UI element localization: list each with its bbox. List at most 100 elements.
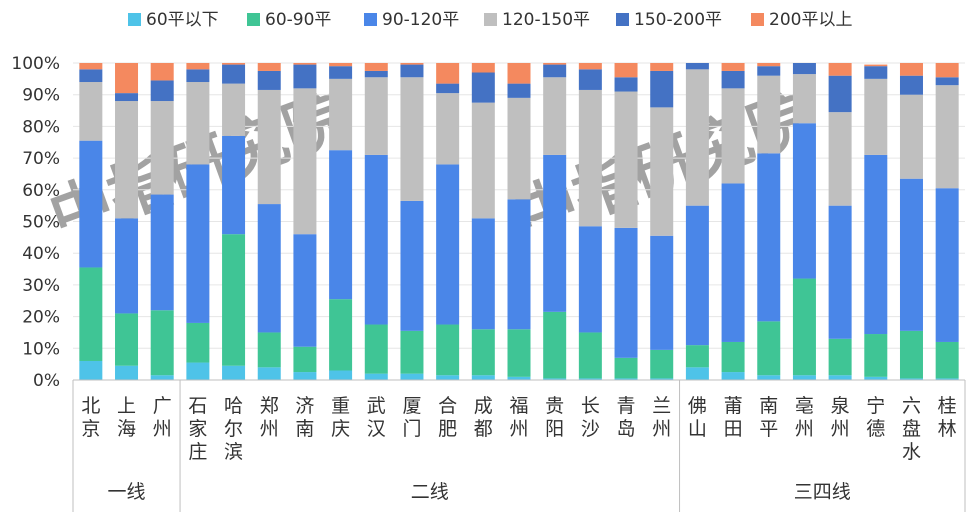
bar-segment xyxy=(650,63,674,71)
y-tick-label: 80% xyxy=(22,117,60,137)
x-tick-label: 广州 xyxy=(153,395,172,440)
bar-segment xyxy=(293,64,317,89)
bar-segment xyxy=(293,346,317,373)
bars xyxy=(79,63,959,380)
bar-segment xyxy=(79,360,103,380)
bar-segment xyxy=(792,63,816,75)
bar-segment xyxy=(222,63,246,65)
bar-segment xyxy=(507,83,531,98)
bar-segment xyxy=(721,63,745,71)
bar-segment xyxy=(115,101,139,219)
bar-segment xyxy=(364,77,388,155)
legend-label: 120-150平 xyxy=(502,10,590,30)
bar-segment xyxy=(115,93,139,102)
x-tick-label: 桂林 xyxy=(938,395,957,440)
bar-segment xyxy=(222,83,246,136)
bar-segment xyxy=(222,365,246,380)
bar-segment xyxy=(792,375,816,380)
bar-segment xyxy=(685,69,709,206)
bar-segment xyxy=(79,140,103,268)
group-label: 一线 xyxy=(108,481,146,503)
legend: 60平以下 60-90平 90-120平 120-150平 150-200平 200平以上 xyxy=(128,10,852,30)
bar-segment xyxy=(685,345,709,368)
x-tick-label: 上海 xyxy=(117,395,136,440)
legend-swatch xyxy=(616,13,629,26)
bar-segment xyxy=(899,178,923,331)
bar-segment xyxy=(614,77,638,92)
bar-segment xyxy=(721,88,745,184)
bar-segment xyxy=(828,112,852,206)
bar-segment xyxy=(721,70,745,89)
bar-segment xyxy=(293,63,317,65)
bar-segment xyxy=(828,75,852,113)
x-tick-label: 佛山 xyxy=(688,395,707,440)
bar-segment xyxy=(721,341,745,373)
x-tick-label: 福州 xyxy=(509,395,528,440)
bar-segment xyxy=(115,365,139,380)
bar-segment xyxy=(828,375,852,380)
bar-segment xyxy=(543,154,567,312)
bar-segment xyxy=(650,349,674,379)
bar-segment xyxy=(436,93,460,165)
legend-swatch xyxy=(364,13,377,26)
bar-segment xyxy=(79,267,103,361)
bar-segment xyxy=(578,378,602,380)
y-tick-label: 20% xyxy=(22,308,60,328)
bar-segment xyxy=(400,373,424,380)
bar-segment xyxy=(364,154,388,325)
bar-segment xyxy=(792,123,816,279)
bar-segment xyxy=(257,332,281,368)
x-axis: 北京上海广州石家庄哈尔滨郑州济南重庆武汉厦门合肥成都福州贵阳长沙青岛兰州佛山莆田… xyxy=(73,379,965,463)
bar-segment xyxy=(899,94,923,179)
legend-label: 90-120平 xyxy=(382,10,459,30)
x-tick-label: 郑州 xyxy=(260,395,279,440)
bar-segment xyxy=(329,150,353,300)
bar-segment xyxy=(757,75,781,154)
bar-segment xyxy=(828,338,852,376)
bar-segment xyxy=(436,324,460,376)
bar-segment xyxy=(864,66,888,79)
bar-segment xyxy=(864,64,888,67)
bar-segment xyxy=(400,200,424,331)
bar-segment xyxy=(150,310,174,376)
bar-segment xyxy=(329,66,353,79)
bar-segment xyxy=(293,234,317,347)
bar-segment xyxy=(578,226,602,333)
bar-segment xyxy=(757,153,781,322)
bar-segment xyxy=(507,63,531,84)
y-tick-label: 50% xyxy=(22,213,60,233)
bar-segment xyxy=(792,74,816,124)
legend-swatch xyxy=(751,13,764,26)
bar-segment xyxy=(79,69,103,83)
bar-segment xyxy=(222,234,246,366)
bar-segment xyxy=(543,378,567,380)
bar-segment xyxy=(543,77,567,155)
legend-label: 60-90平 xyxy=(265,10,331,30)
x-tick-label: 重庆 xyxy=(331,395,350,440)
bar-segment xyxy=(471,218,495,330)
bar-segment xyxy=(186,362,210,380)
x-tick-label: 成都 xyxy=(474,395,493,440)
bar-segment xyxy=(222,135,246,235)
bar-segment xyxy=(543,64,567,78)
bar-segment xyxy=(614,378,638,380)
legend-swatch xyxy=(247,13,260,26)
bar-segment xyxy=(471,375,495,380)
legend-swatch xyxy=(484,13,497,26)
bar-segment xyxy=(115,218,139,314)
bar-segment xyxy=(400,77,424,201)
bar-segment xyxy=(899,75,923,95)
bar-segment xyxy=(864,376,888,380)
bar-segment xyxy=(757,375,781,380)
bar-segment xyxy=(329,299,353,371)
legend-label: 150-200平 xyxy=(634,10,722,30)
bar-segment xyxy=(79,82,103,141)
bar-segment xyxy=(115,63,139,94)
group-label: 二线 xyxy=(411,481,449,503)
bar-segment xyxy=(614,227,638,358)
bar-segment xyxy=(150,194,174,311)
legend-label: 200平以上 xyxy=(769,10,852,30)
bar-segment xyxy=(293,372,317,380)
bar-segment xyxy=(436,83,460,94)
x-tick-label: 亳州 xyxy=(795,395,814,440)
